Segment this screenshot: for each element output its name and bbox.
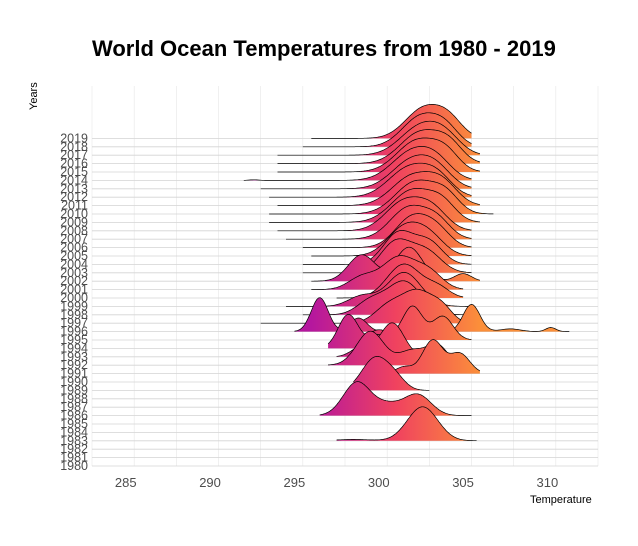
ridge-line-1989 [353, 356, 430, 391]
y-tick-label: 1995 [60, 333, 88, 347]
y-tick-label: 1988 [60, 392, 88, 406]
y-tick-label: 2019 [60, 131, 88, 145]
y-tick-label: 1994 [60, 341, 88, 355]
y-tick-label: 1991 [60, 367, 88, 381]
y-tick-label: 2006 [60, 241, 88, 255]
chart-title: World Ocean Temperatures from 1980 - 201… [92, 36, 556, 61]
y-tick-label: 2005 [60, 249, 88, 263]
ridge-line-2013 [260, 154, 472, 190]
ridge-area-1991 [378, 339, 480, 374]
ridge-line-1983 [336, 406, 477, 442]
x-tick-label: 290 [199, 475, 221, 490]
y-tick-label: 2010 [60, 207, 88, 221]
x-tick-label: 285 [115, 475, 137, 490]
y-tick-label: 2015 [60, 165, 88, 179]
ridge-line-2017 [277, 120, 480, 156]
y-tick-label: 2009 [60, 215, 88, 229]
ridge-area-1996 [294, 297, 570, 332]
x-axis-label: Temperature [530, 494, 592, 506]
y-tick-label: 2001 [60, 283, 88, 297]
x-tick-label: 310 [537, 475, 559, 490]
ridge-line-2018 [302, 112, 472, 148]
y-tick-label: 2003 [60, 266, 88, 280]
y-tick-label: 1987 [60, 400, 88, 414]
ridge-line-2009 [269, 188, 480, 223]
y-tick-label: 2013 [60, 182, 88, 196]
y-tick-label: 1996 [60, 325, 88, 339]
ridge-line-2012 [269, 162, 472, 198]
y-tick-label: 2012 [60, 190, 88, 204]
ridges [243, 104, 570, 442]
ridge-line-2001 [311, 255, 464, 290]
y-tick-label: 1998 [60, 308, 88, 322]
ridge-line-2019 [311, 104, 472, 139]
ridge-line-2015 [277, 137, 480, 173]
ridge-line-2005 [311, 221, 472, 257]
y-tick-label: 2008 [60, 224, 88, 238]
ridge-area-1989 [353, 356, 430, 391]
y-tick-labels: 1980198119821983198419851986198719881989… [60, 131, 88, 473]
ridge-area-1998 [302, 280, 480, 315]
ridge-line-1986 [319, 381, 472, 416]
y-tick-label: 2018 [60, 140, 88, 154]
ridge-line-2011 [277, 171, 480, 206]
y-tick-label: 1982 [60, 442, 88, 456]
y-tick-label: 1997 [60, 316, 88, 330]
x-tick-label: 295 [284, 475, 306, 490]
y-tick-label: 1989 [60, 383, 88, 397]
ridge-line-1997 [260, 288, 480, 324]
y-tick-label: 1980 [60, 459, 88, 473]
y-tick-label: 2004 [60, 257, 88, 271]
ridge-area-1983 [336, 406, 477, 441]
y-tick-label: 2002 [60, 274, 88, 288]
x-tick-labels: 285 290 295 300 305 310 [115, 475, 558, 490]
y-tick-label: 2011 [61, 199, 88, 213]
y-tick-label: 2000 [60, 291, 88, 305]
y-tick-label: 1993 [60, 350, 88, 364]
ridge-area-1986 [319, 381, 472, 416]
ridge-area-1995 [345, 306, 472, 340]
y-tick-label: 1984 [60, 425, 88, 439]
y-tick-label: 2014 [60, 173, 88, 187]
y-tick-label: 1992 [60, 358, 88, 372]
y-tick-label: 1981 [60, 451, 88, 465]
x-tick-label: 305 [452, 475, 474, 490]
y-tick-label: 1999 [60, 299, 88, 313]
ridge-line-2010 [269, 179, 494, 215]
ridge-line-2006 [302, 213, 472, 248]
ridge-line-2003 [302, 238, 472, 274]
y-tick-label: 1985 [60, 417, 88, 431]
y-tick-label: 2007 [60, 232, 88, 246]
ridge-line-2004 [302, 230, 472, 265]
y-tick-label: 2016 [60, 157, 88, 171]
ridge-area-1994 [328, 314, 413, 349]
x-tick-label: 300 [368, 475, 390, 490]
y-tick-label: 1986 [60, 409, 88, 423]
ridge-line-2014 [243, 146, 472, 181]
ridge-area-1997 [260, 289, 480, 324]
ridge-area-2003 [302, 238, 472, 273]
y-tick-label: 1990 [60, 375, 88, 389]
y-tick-label: 2017 [60, 148, 88, 162]
y-tick-label: 1983 [60, 434, 88, 448]
ridge-line-2008 [277, 196, 472, 232]
ridge-line-1991 [378, 339, 481, 374]
ridge-line-2007 [286, 204, 472, 240]
ridge-line-2016 [277, 129, 481, 164]
